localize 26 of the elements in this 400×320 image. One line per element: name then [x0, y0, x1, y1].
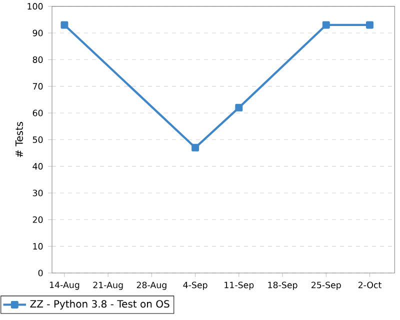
- y-tick-label: 0: [38, 270, 43, 276]
- y-tick-label: 90: [32, 30, 43, 36]
- x-tick-label: 4-Sep: [183, 282, 208, 290]
- y-tick-label: 10: [33, 243, 43, 250]
- point: [192, 144, 200, 152]
- x-tick-label: 11-Sep: [224, 282, 254, 290]
- y-tick-label: 70: [32, 83, 43, 90]
- x-tick-label: 18-Sep: [268, 282, 298, 290]
- x-tick-label: 14-Aug: [50, 282, 80, 290]
- x-tick-label: 25-Sep: [312, 282, 341, 290]
- y-tick-label: 40: [32, 163, 43, 170]
- point: [366, 21, 374, 29]
- x-tick-label: 28-Aug: [136, 282, 166, 290]
- y-tick-label: 20: [32, 216, 43, 223]
- x-tick-label: 21-Aug: [93, 282, 123, 290]
- legend-label: ZZ - Python 3.8 - Test on OS: [30, 300, 170, 310]
- y-tick-label: 50: [32, 136, 43, 143]
- y-axis-title: # Tests: [16, 122, 23, 158]
- point: [235, 104, 243, 112]
- x-tick-label: 2-Oct: [358, 282, 382, 288]
- y-tick-label: 80: [32, 56, 43, 63]
- y-tick-label: 30: [32, 190, 43, 196]
- point: [60, 21, 68, 29]
- point: [322, 21, 330, 29]
- y-tick-label: 60: [32, 110, 43, 116]
- y-tick-label: 100: [28, 3, 43, 10]
